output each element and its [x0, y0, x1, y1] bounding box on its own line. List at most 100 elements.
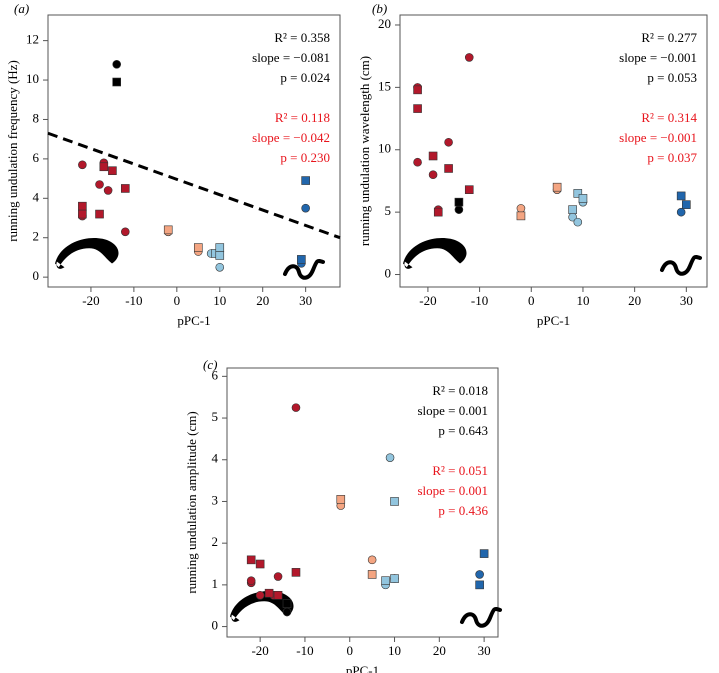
- eel-silhouette: [55, 237, 119, 269]
- x-tick-label: -10: [125, 293, 142, 308]
- square-point: [282, 599, 292, 608]
- stat-text: p = 0.024: [280, 70, 330, 85]
- square-point: [444, 164, 453, 173]
- circle-point: [78, 160, 87, 170]
- y-tick-label: 0: [385, 266, 392, 281]
- panel-label: (b): [372, 1, 387, 16]
- circle-point: [475, 570, 484, 579]
- circle-point: [454, 205, 464, 214]
- y-tick-label: 6: [212, 367, 219, 382]
- x-tick-label: 30: [478, 643, 491, 658]
- square-point: [390, 497, 399, 506]
- panel-label: (c): [203, 357, 217, 372]
- circle-point: [516, 204, 526, 213]
- y-tick-label: 10: [378, 141, 391, 156]
- y-axis-label: running undulation amplitude (cm): [184, 411, 199, 593]
- y-tick-label: 12: [26, 32, 39, 47]
- square-point: [516, 211, 526, 221]
- square-point: [255, 559, 265, 569]
- square-point: [273, 590, 283, 600]
- stat-text: p = 0.053: [647, 70, 697, 85]
- stat-text: R² = 0.018: [432, 383, 488, 398]
- plot-frame: [226, 367, 499, 638]
- square-point: [112, 77, 122, 87]
- stat-text: R² = 0.118: [275, 110, 330, 125]
- square-point: [78, 209, 87, 219]
- x-tick-label: -20: [82, 293, 99, 308]
- square-point: [464, 185, 474, 194]
- circle-point: [255, 590, 265, 600]
- stat-text: p = 0.643: [438, 423, 488, 438]
- circle-point: [246, 576, 256, 585]
- y-tick-label: 5: [385, 203, 392, 218]
- circle-point: [413, 157, 422, 167]
- circle-point: [367, 555, 377, 565]
- stat-text: p = 0.436: [438, 503, 488, 518]
- x-axis-label: pPC-1: [346, 663, 379, 673]
- square-point: [193, 243, 203, 252]
- x-tick-label: -20: [251, 643, 268, 658]
- square-point: [120, 184, 130, 193]
- x-axis-label: pPC-1: [537, 313, 570, 328]
- stat-text: p = 0.230: [280, 150, 330, 165]
- y-tick-label: 5: [212, 409, 219, 424]
- x-tick-label: 20: [256, 293, 269, 308]
- square-point: [552, 182, 562, 192]
- plot-frame: [399, 14, 708, 288]
- circle-point: [120, 227, 130, 237]
- stat-text: R² = 0.358: [274, 30, 330, 45]
- square-point: [367, 570, 377, 579]
- trend-line: [47, 131, 341, 240]
- y-tick-label: 2: [212, 534, 219, 549]
- square-point: [413, 104, 422, 113]
- x-tick-label: 0: [174, 293, 181, 308]
- stat-text: slope = −0.001: [619, 50, 697, 65]
- circle-point: [428, 170, 438, 180]
- x-tick-label: 10: [576, 293, 589, 308]
- x-tick-label: 0: [528, 293, 535, 308]
- square-point: [475, 580, 484, 590]
- x-tick-label: 30: [299, 293, 312, 308]
- x-tick-label: -20: [419, 293, 436, 308]
- panel-label: (a): [14, 1, 29, 16]
- square-point: [246, 555, 256, 565]
- stat-text: R² = 0.051: [432, 463, 488, 478]
- square-point: [108, 166, 117, 176]
- stat-text: slope = −0.042: [252, 130, 330, 145]
- square-point: [163, 225, 173, 235]
- square-point: [297, 255, 306, 264]
- y-tick-label: 3: [212, 492, 219, 507]
- circle-point: [464, 53, 474, 62]
- y-tick-label: 2: [33, 229, 40, 244]
- x-tick-label: 20: [628, 293, 641, 308]
- square-point: [215, 251, 225, 260]
- y-tick-label: 0: [212, 618, 219, 633]
- square-point: [99, 162, 109, 172]
- y-axis-label: running undulation wavelength (cm): [357, 56, 372, 246]
- stat-text: p = 0.037: [647, 150, 697, 165]
- x-axis-label: pPC-1: [177, 313, 210, 328]
- stat-text: R² = 0.277: [641, 30, 697, 45]
- x-tick-label: -10: [471, 293, 488, 308]
- stat-text: slope = 0.001: [417, 403, 488, 418]
- x-tick-label: -10: [296, 643, 313, 658]
- y-tick-label: 6: [33, 150, 40, 165]
- stat-text: slope = −0.001: [619, 130, 697, 145]
- eel-silhouette: [403, 237, 467, 269]
- circle-point: [112, 59, 122, 69]
- square-point: [573, 189, 583, 198]
- square-point: [578, 194, 588, 203]
- x-tick-label: 10: [213, 293, 226, 308]
- y-tick-label: 8: [33, 110, 40, 125]
- circle-point: [676, 207, 686, 217]
- square-point: [95, 209, 104, 219]
- stat-text: slope = −0.081: [252, 50, 330, 65]
- stat-text: R² = 0.314: [641, 110, 697, 125]
- circle-point: [301, 203, 310, 213]
- snake-silhouette: [460, 607, 502, 628]
- square-point: [413, 85, 422, 95]
- snake-silhouette: [660, 255, 702, 276]
- circle-point: [444, 137, 453, 147]
- y-tick-label: 4: [33, 189, 40, 204]
